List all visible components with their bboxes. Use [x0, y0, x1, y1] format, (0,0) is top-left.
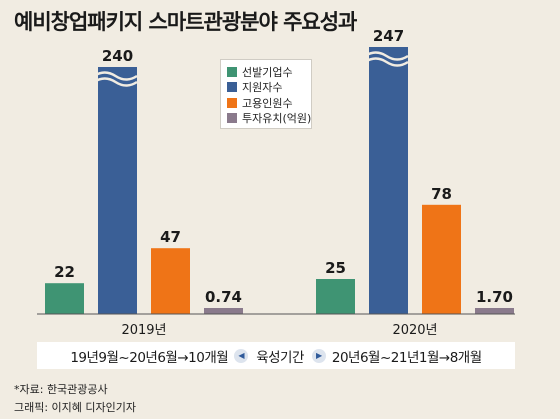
axis-break-wave-icon: [364, 57, 409, 67]
source-note: *자료: 한국관광공사: [14, 383, 108, 396]
bar: [422, 204, 461, 314]
data-label: 1.70: [476, 288, 513, 306]
legend-item: 선발기업수: [227, 64, 305, 80]
data-label: 22: [54, 263, 75, 281]
data-label: 247: [373, 27, 404, 45]
period-2019-text: 19년9월~20년6월→10개월: [70, 349, 229, 366]
legend-item: 고용인원수: [227, 95, 305, 111]
category-label: 2019년: [121, 323, 166, 338]
data-label: 25: [325, 259, 346, 277]
axis-break-wave-icon: [93, 71, 138, 81]
incubation-period-bar: 19년9월~20년6월→10개월 ◀ 육성기간 ▶ 20년6월~21년1월→8개…: [37, 342, 515, 369]
data-label: 0.74: [205, 288, 242, 306]
triangle-left-icon: ◀: [234, 348, 249, 363]
legend-swatch: [227, 97, 237, 108]
legend-swatch: [227, 113, 237, 124]
graphic-credit: 그래픽: 이지혜 디자인기자: [14, 401, 137, 414]
axis-break-wave-icon: [364, 51, 409, 61]
triangle-right-icon: ▶: [311, 348, 326, 363]
data-label: 47: [160, 228, 181, 246]
period-label: 육성기간: [256, 349, 304, 366]
bar: [369, 47, 408, 314]
axis-break-wave-icon: [93, 77, 138, 87]
legend: 선발기업수 지원자수 고용인원수 투자유치(억원): [220, 59, 312, 129]
data-label: 78: [431, 185, 452, 203]
legend-item: 투자유치(억원): [227, 111, 311, 127]
bar: [204, 308, 243, 314]
legend-label: 고용인원수: [242, 96, 293, 110]
legend-item: 지원자수: [227, 80, 305, 96]
bar: [151, 248, 190, 314]
page-title: 예비창업패키지 스마트관광분야 주요성과: [14, 10, 357, 34]
bar: [45, 283, 84, 314]
legend-label: 지원자수: [242, 81, 283, 95]
legend-swatch: [227, 66, 237, 77]
legend-swatch: [227, 82, 237, 93]
category-label: 2020년: [392, 323, 437, 338]
legend-label: 투자유치(억원): [242, 112, 312, 126]
legend-label: 선발기업수: [242, 65, 293, 79]
bar: [475, 308, 514, 314]
bar: [98, 67, 137, 314]
bar: [316, 279, 355, 314]
data-label: 240: [102, 47, 133, 65]
period-2020-text: 20년6월~21년1월→8개월: [331, 349, 482, 366]
